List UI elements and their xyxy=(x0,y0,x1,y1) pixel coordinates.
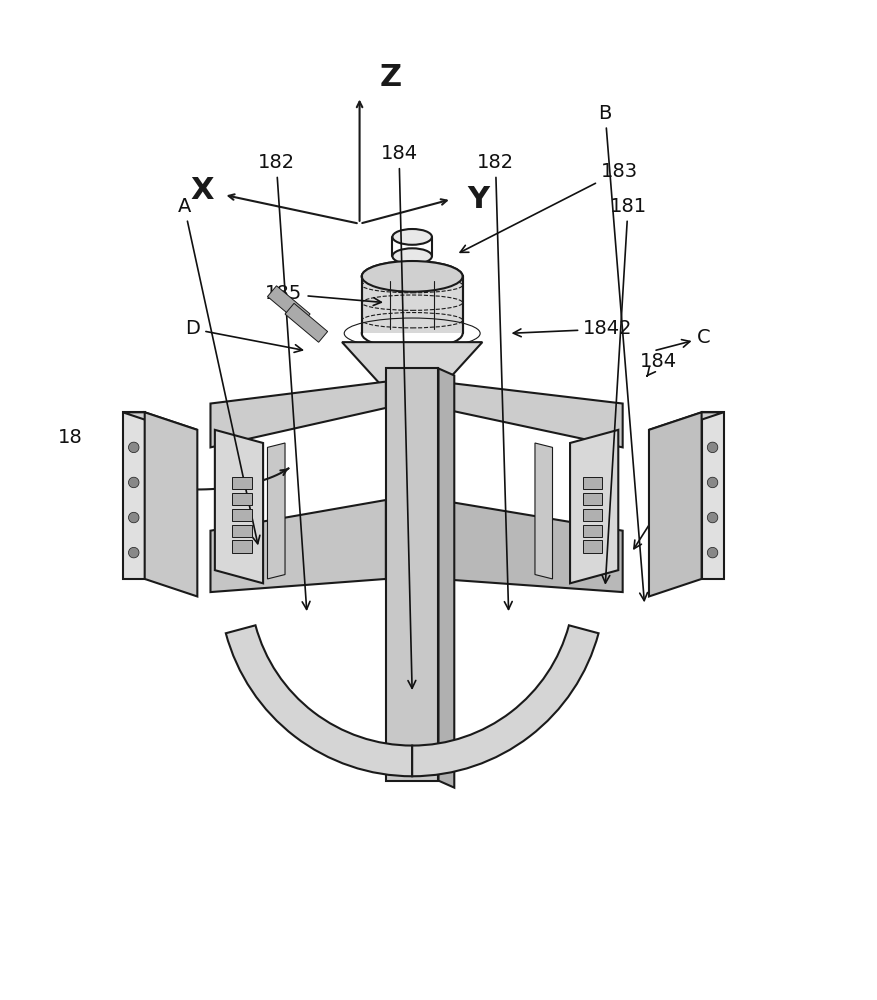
Text: Z: Z xyxy=(379,63,402,92)
Text: 182: 182 xyxy=(258,153,310,609)
Circle shape xyxy=(707,477,717,488)
Polygon shape xyxy=(210,382,386,447)
Polygon shape xyxy=(215,430,263,583)
Circle shape xyxy=(129,477,139,488)
Bar xyxy=(232,493,252,505)
Polygon shape xyxy=(123,412,197,430)
Polygon shape xyxy=(361,276,462,333)
Text: 184: 184 xyxy=(381,144,417,688)
Ellipse shape xyxy=(361,261,463,292)
Circle shape xyxy=(129,442,139,453)
Polygon shape xyxy=(438,368,454,788)
Circle shape xyxy=(707,512,717,523)
Bar xyxy=(583,509,602,521)
Text: D: D xyxy=(186,319,303,352)
Bar xyxy=(232,509,252,521)
Wedge shape xyxy=(225,625,412,776)
Polygon shape xyxy=(535,443,553,579)
Text: 182: 182 xyxy=(477,153,514,609)
Text: 1841: 1841 xyxy=(634,442,720,549)
Polygon shape xyxy=(145,412,197,596)
Bar xyxy=(583,540,602,553)
Polygon shape xyxy=(702,412,724,579)
Polygon shape xyxy=(267,443,285,579)
Bar xyxy=(285,303,328,342)
Text: X: X xyxy=(190,176,213,205)
Text: Y: Y xyxy=(467,185,489,214)
Polygon shape xyxy=(438,500,623,592)
Text: 181: 181 xyxy=(602,197,646,583)
Circle shape xyxy=(129,512,139,523)
Wedge shape xyxy=(412,625,599,776)
Text: 183: 183 xyxy=(460,162,638,252)
Polygon shape xyxy=(123,412,145,579)
Text: C: C xyxy=(656,328,711,350)
Bar xyxy=(267,286,310,325)
Bar xyxy=(232,477,252,489)
Polygon shape xyxy=(210,500,386,592)
Bar xyxy=(583,525,602,537)
Text: 1842: 1842 xyxy=(513,319,632,338)
Text: 184: 184 xyxy=(640,352,677,376)
Polygon shape xyxy=(386,579,438,754)
Polygon shape xyxy=(649,412,702,596)
Circle shape xyxy=(707,547,717,558)
Polygon shape xyxy=(438,382,623,447)
Polygon shape xyxy=(342,342,482,390)
Text: A: A xyxy=(177,197,260,544)
Ellipse shape xyxy=(392,248,431,264)
Polygon shape xyxy=(649,412,724,430)
Text: 18: 18 xyxy=(58,428,82,447)
Text: 185: 185 xyxy=(266,284,381,305)
Bar xyxy=(232,540,252,553)
Polygon shape xyxy=(570,430,618,583)
Ellipse shape xyxy=(392,229,431,245)
Bar xyxy=(583,493,602,505)
Bar xyxy=(232,525,252,537)
Circle shape xyxy=(129,547,139,558)
Bar xyxy=(583,477,602,489)
Polygon shape xyxy=(386,368,438,781)
Text: B: B xyxy=(598,104,647,601)
Circle shape xyxy=(707,442,717,453)
